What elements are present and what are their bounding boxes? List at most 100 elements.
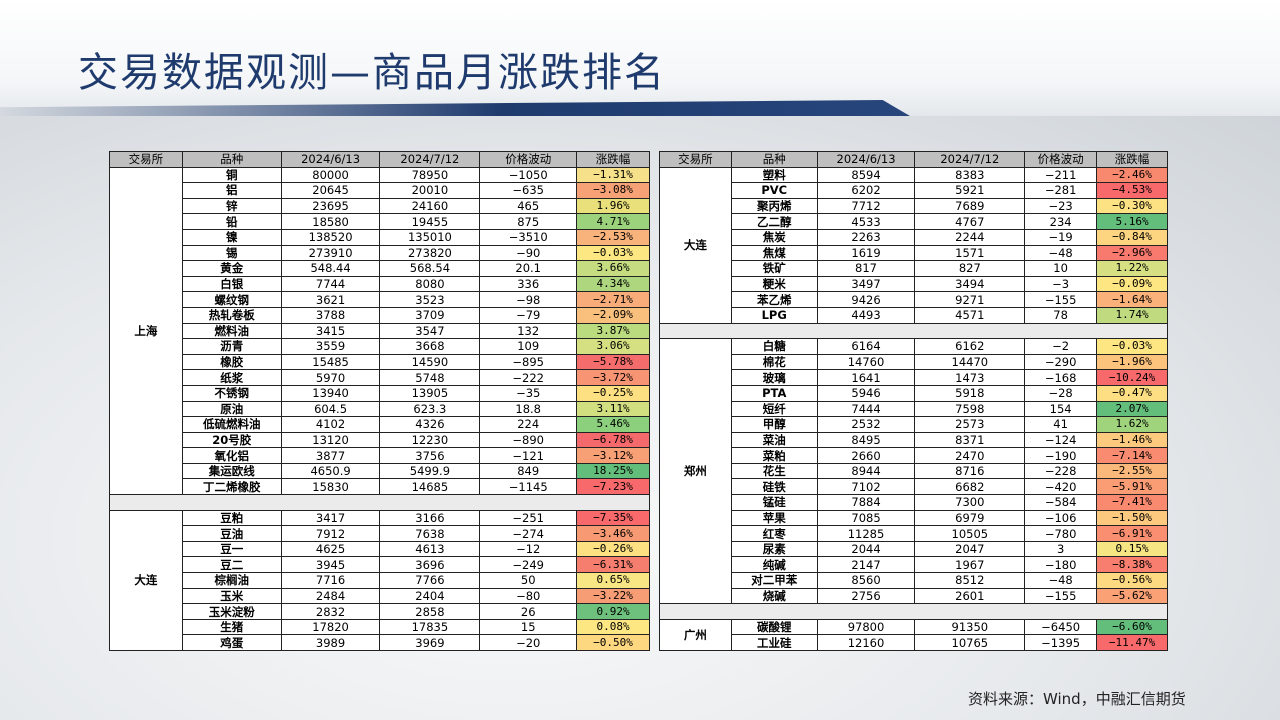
- product-name: 豆油: [181, 525, 282, 542]
- change-pct: −0.25%: [576, 384, 650, 402]
- price-new: 273820: [379, 244, 481, 262]
- table-row: 尿素 2044 2047 3 0.15%: [660, 540, 1168, 558]
- change-pct: 3.11%: [576, 400, 650, 418]
- change-pct: −6.60%: [1096, 618, 1168, 636]
- price-change: −6450: [1024, 618, 1098, 636]
- price-change: 224: [479, 416, 578, 433]
- product-name: 焦煤: [730, 244, 818, 262]
- change-pct: 4.71%: [576, 213, 650, 230]
- product-name: 集运欧线: [181, 462, 282, 480]
- price-change: 3: [1024, 540, 1098, 558]
- price-old: 7912: [280, 525, 381, 542]
- change-pct: 1.96%: [576, 197, 650, 215]
- product-name: 锡: [181, 244, 282, 262]
- price-change: −12: [479, 540, 578, 558]
- price-change: 26: [479, 603, 578, 620]
- product-name: 纯碱: [730, 556, 818, 574]
- group-separator-row: [109, 494, 650, 511]
- price-change: 15: [479, 618, 578, 636]
- price-change: −48: [1024, 244, 1098, 262]
- product-name: 棕榈油: [181, 572, 282, 589]
- price-new: 5499.9: [379, 462, 481, 480]
- column-header: 价格波动: [479, 151, 578, 168]
- price-change: −1145: [479, 478, 578, 496]
- price-change: −890: [479, 431, 578, 449]
- table-row: 豆油 7912 7638 −274 −3.46%: [110, 525, 650, 542]
- price-old: 2832: [280, 603, 381, 620]
- price-new: 2047: [914, 540, 1026, 558]
- change-pct: 4.34%: [576, 275, 650, 293]
- change-pct: −1.96%: [1096, 353, 1168, 371]
- product-name: 聚丙烯: [730, 197, 818, 215]
- price-new: 8512: [914, 572, 1026, 589]
- table-row: 粳米 3497 3494 −3 −0.09%: [660, 275, 1168, 293]
- price-old: 9426: [816, 291, 916, 308]
- table-row: 锌 23695 24160 465 1.96%: [110, 197, 650, 215]
- price-new: 3166: [379, 509, 481, 527]
- change-pct: 2.07%: [1096, 400, 1168, 418]
- price-change: 132: [479, 322, 578, 340]
- table-header-row: 交易所 品种 2024/6/13 2024/7/12 价格波动 涨跌幅: [659, 151, 1168, 168]
- product-name: 生猪: [181, 618, 282, 636]
- price-old: 4650.9: [280, 462, 381, 480]
- price-old: 3945: [280, 556, 381, 574]
- price-new: 7638: [379, 525, 481, 542]
- product-name: 菜粕: [730, 447, 818, 464]
- change-pct: −4.53%: [1096, 182, 1168, 199]
- table-row: 螺纹钢 3621 3523 −98 −2.71%: [110, 291, 650, 308]
- table-row: 铅 18580 19455 875 4.71%: [110, 213, 650, 230]
- price-change: −35: [479, 384, 578, 402]
- price-old: 12160: [816, 634, 916, 651]
- price-change: −180: [1024, 556, 1098, 574]
- price-old: 18580: [280, 213, 381, 230]
- change-pct: 1.22%: [1096, 260, 1168, 277]
- product-name: 橡胶: [181, 353, 282, 371]
- price-old: 1641: [816, 369, 916, 386]
- table-row: 玉米 2484 2404 −80 −3.22%: [110, 587, 650, 605]
- product-name: 镍: [181, 228, 282, 246]
- price-old: 2532: [816, 416, 916, 433]
- price-old: 7716: [280, 572, 381, 589]
- change-pct: −2.46%: [1096, 166, 1168, 184]
- table-row: 玻璃 1641 1473 −168 −10.24%: [660, 369, 1168, 386]
- column-header: 2024/7/12: [379, 151, 481, 168]
- product-name: 棉花: [730, 353, 818, 371]
- price-change: −48: [1024, 572, 1098, 589]
- price-new: 3523: [379, 291, 481, 308]
- table-row: 铁矿 817 827 10 1.22%: [660, 260, 1168, 277]
- price-new: 4571: [914, 306, 1026, 324]
- price-old: 817: [816, 260, 916, 277]
- table-row: 苹果 7085 6979 −106 −1.50%: [660, 509, 1168, 527]
- product-name: 锌: [181, 197, 282, 215]
- table-row: 集运欧线 4650.9 5499.9 849 18.25%: [110, 462, 650, 480]
- product-name: 热轧卷板: [181, 306, 282, 324]
- price-change: −420: [1024, 478, 1098, 496]
- price-new: 5918: [914, 384, 1026, 402]
- product-name: 玉米: [181, 587, 282, 605]
- right-ranking-table: 交易所 品种 2024/6/13 2024/7/12 价格波动 涨跌幅 大连 塑料 8594 8…: [659, 151, 1168, 652]
- price-old: 138520: [280, 228, 381, 246]
- price-new: 2470: [914, 447, 1026, 464]
- change-pct: −7.23%: [576, 478, 650, 496]
- price-new: 91350: [914, 618, 1026, 636]
- exchange-cell: 上海: [109, 166, 183, 496]
- price-old: 4102: [280, 416, 381, 433]
- product-name: 鸡蛋: [181, 634, 282, 651]
- table-row: 大连 塑料 8594 8383 −211 −2.46%: [659, 166, 1168, 324]
- product-name: 短纤: [730, 400, 818, 418]
- table-row: 郑州 白糖 6164 6162 −2 −0.03%: [659, 338, 1168, 605]
- price-old: 604.5: [280, 400, 381, 418]
- price-change: −124: [1024, 431, 1098, 449]
- price-change: −584: [1024, 494, 1098, 511]
- page-title: 交易数据观测—商品月涨跌排名: [78, 50, 666, 96]
- table-row: 对二甲苯 8560 8512 −48 −0.56%: [660, 572, 1168, 589]
- change-pct: −0.50%: [576, 634, 650, 651]
- column-header: 涨跌幅: [576, 151, 650, 168]
- price-old: 273910: [280, 244, 381, 262]
- change-pct: −0.30%: [1096, 197, 1168, 215]
- product-name: 纸浆: [181, 369, 282, 386]
- price-change: −3510: [479, 228, 578, 246]
- product-name: 氧化铝: [181, 447, 282, 464]
- product-name: 工业硅: [730, 634, 818, 651]
- price-new: 2573: [914, 416, 1026, 433]
